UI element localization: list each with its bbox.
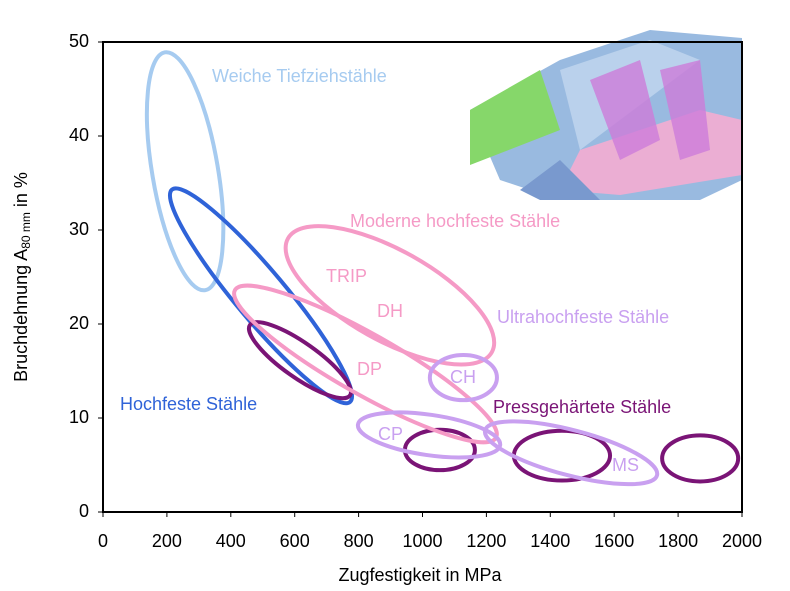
y-label-sub: 80 mm [19,212,33,249]
series-label: Hochfeste Stähle [120,394,257,414]
series-label: Weiche Tiefziehstähle [212,66,387,86]
chart: Zugfestigkeit in MPa Bruchdehnung A80 mm… [0,0,790,586]
x-tick-label: 1200 [466,531,506,551]
x-tick-label: 1800 [658,531,698,551]
x-tick-label: 0 [98,531,108,551]
x-tick-label: 400 [216,531,246,551]
steel-region [479,408,662,497]
x-tick-label: 800 [344,531,374,551]
y-tick-label: 30 [69,219,89,239]
region-label: TRIP [326,266,367,286]
steel-region [662,435,738,481]
region-label: CP [378,424,403,444]
x-tick-label: 1600 [594,531,634,551]
y-tick-label: 40 [69,125,89,145]
region-label: CH [450,367,476,387]
region-label: MS [612,455,639,475]
y-axis-label: Bruchdehnung A80 mm in % [11,172,33,382]
y-label-main: Bruchdehnung A [11,249,31,382]
y-label-unit: in % [11,172,31,212]
y-tick-label: 20 [69,313,89,333]
car-illustration [470,30,742,200]
y-tick-label: 10 [69,407,89,427]
region-label: DP [357,359,382,379]
x-tick-label: 1000 [402,531,442,551]
series-label: Ultrahochfeste Stähle [497,307,669,327]
y-tick-label: 50 [69,31,89,51]
region-label: DH [377,301,403,321]
y-tick-label: 0 [79,501,89,521]
steel-region [405,430,475,470]
x-tick-label: 200 [152,531,182,551]
x-tick-label: 2000 [722,531,762,551]
x-axis-label: Zugfestigkeit in MPa [338,565,502,585]
series-label: Pressgehärtete Stähle [493,397,671,417]
series-label: Moderne hochfeste Stähle [350,211,560,231]
x-tick-label: 600 [280,531,310,551]
x-tick-label: 1400 [530,531,570,551]
